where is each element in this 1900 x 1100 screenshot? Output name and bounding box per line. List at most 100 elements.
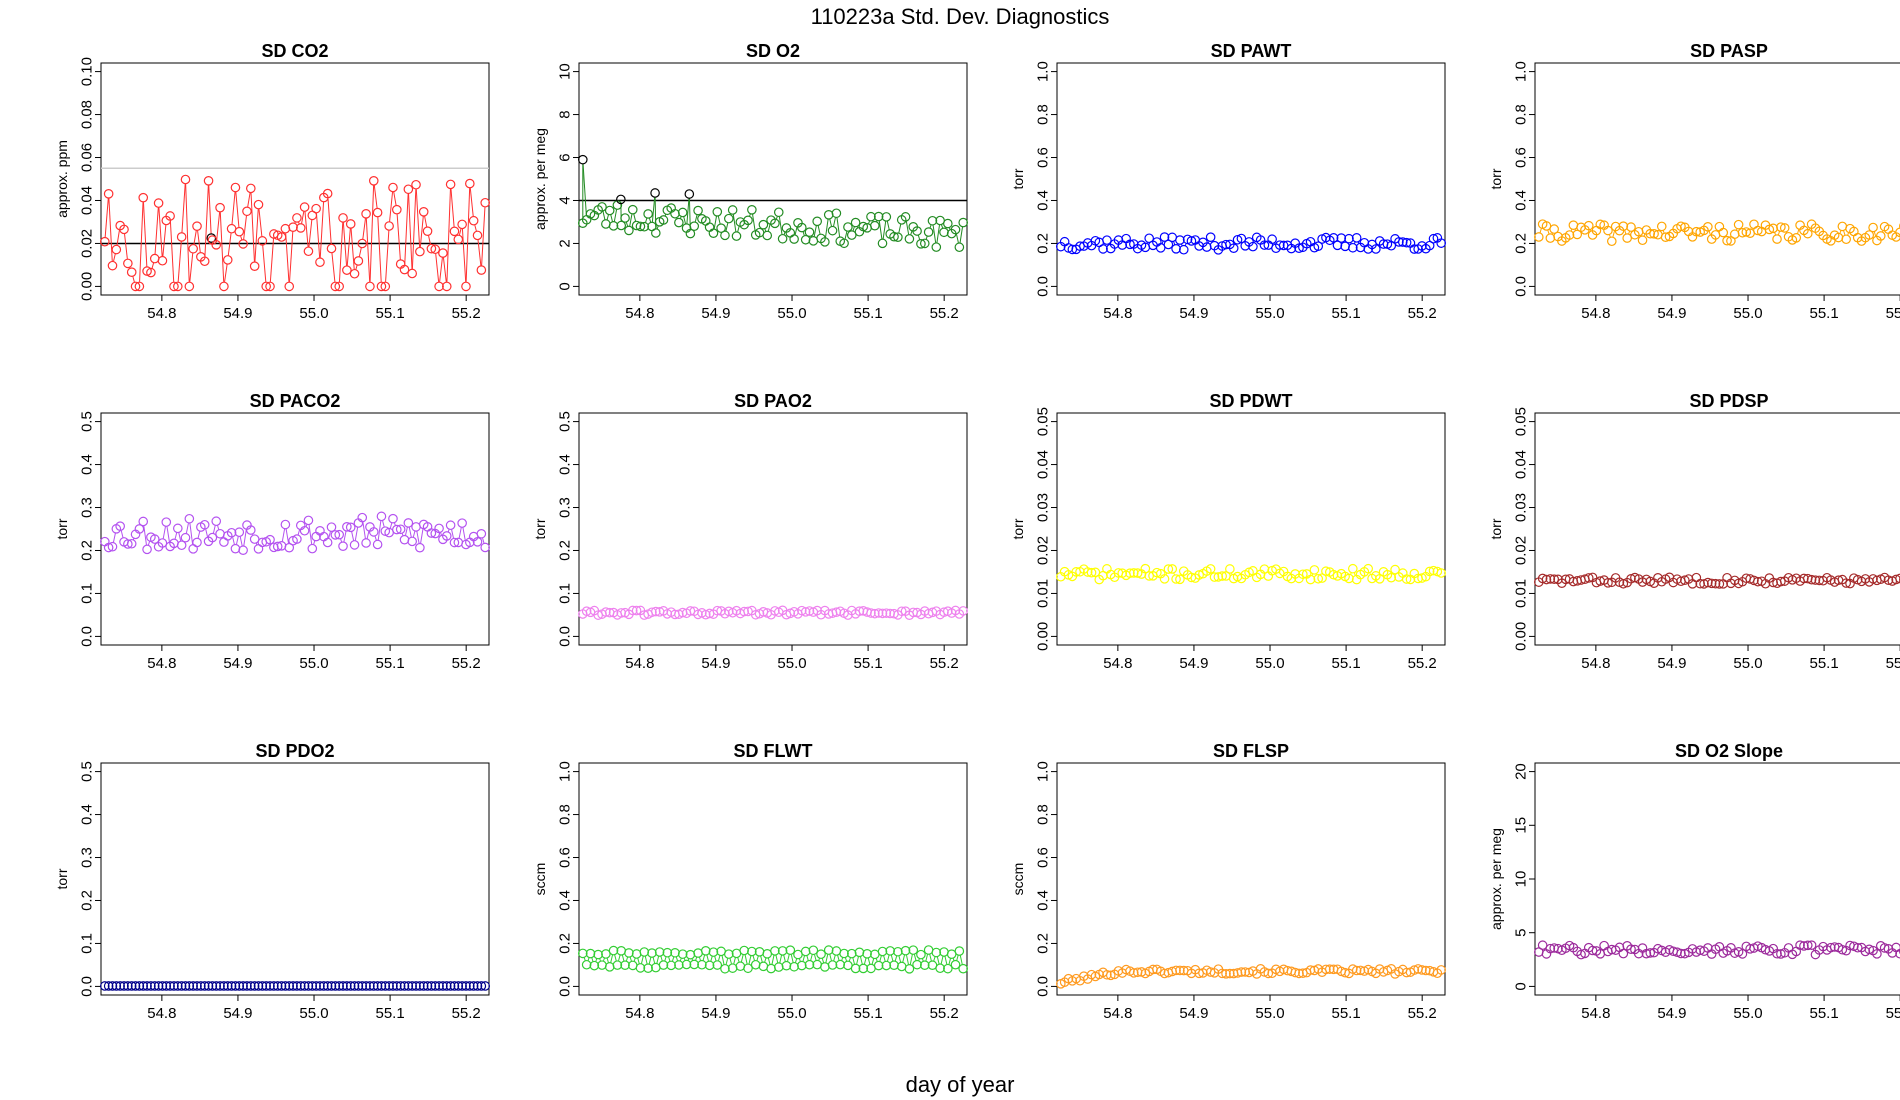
data-point [658,960,669,970]
x-tick-label: 54.8 [1103,305,1132,322]
series-segment [837,955,840,961]
data-point [835,959,846,970]
data-point [1583,573,1594,583]
data-point [295,223,306,233]
data-point [1587,945,1598,956]
y-tick-label: 0.5 [557,411,574,432]
data-point [311,203,321,214]
data-point [762,230,773,241]
data-point [1545,574,1556,584]
series-segment [752,955,755,961]
data-point [1680,575,1690,586]
series-segment [952,958,955,961]
data-point [361,981,371,991]
series-segment [721,955,725,965]
data-point [789,961,799,972]
panel-title: SD PAO2 [734,391,812,411]
data-point [608,945,619,956]
series-segment [297,529,301,535]
data-point [438,248,448,258]
data-point [1837,221,1848,232]
series-segment [308,219,313,247]
data-point [476,981,487,991]
series-segment [1662,230,1665,234]
series-segment [247,192,251,207]
series-segment [351,531,355,541]
data-point [750,959,761,970]
data-point [1397,237,1408,247]
data-point [322,188,333,199]
data-point [773,962,784,972]
panel-sd-flwt: SD FLWT 0.0 0.2 0.4 0.6 0.8 1.0 54.8 54.9 55.0 55.… [532,741,968,1022]
series-segment [710,956,713,962]
data-point [130,281,141,292]
data-point [1568,220,1579,230]
data-point [931,242,942,252]
data-point [1599,940,1609,951]
data-point [322,981,333,991]
series-segment [629,214,633,227]
y-tick-label: 0.1 [79,933,96,954]
x-axis-label: day of year [906,1072,1015,1097]
data-point [1583,220,1594,231]
data-point [850,963,861,974]
x-tick-label: 55.1 [1331,305,1360,322]
y-tick-label: 0 [1513,982,1530,990]
data-point [770,218,780,229]
data-point [843,222,853,232]
data-point [468,981,479,991]
series-segment [232,537,235,545]
data-point [700,609,711,620]
x-tick-label: 55.2 [930,655,959,672]
data-point [380,981,391,991]
data-point [480,542,490,553]
series-segment [474,224,477,232]
series-segment [787,954,790,962]
y-tick-label: 0.4 [1035,890,1052,911]
data-point [449,537,460,548]
series-segment [142,202,148,267]
data-point [1090,567,1101,578]
series-segment [651,197,656,223]
series-segment [910,230,913,235]
x-tick-label: 54.9 [701,305,730,322]
data-point [1175,965,1185,976]
data-point [1340,967,1350,978]
data-point [627,204,638,215]
data-point [1401,237,1412,248]
data-point [885,946,895,956]
series-segment [250,192,255,262]
series-segment [929,954,932,961]
series-segment [185,523,189,534]
series-segment [254,209,259,262]
series-segment [694,214,698,222]
data-point [441,531,452,541]
data-point [896,606,907,617]
y-tick-label: 0.06 [79,143,96,172]
y-tick-label: 0 [557,282,574,290]
data-point [631,949,642,959]
series-segment [959,955,963,965]
series-segment [706,955,709,962]
y-tick-label: 0.00 [1035,622,1052,651]
data-point [704,222,715,232]
data-point [449,981,460,991]
series-segment [394,522,396,526]
data-point [708,228,719,238]
y-axis-label: sccm [532,863,548,896]
panel-sd-flsp: SD FLSP 0.0 0.2 0.4 0.6 0.8 1.0 54.8 54.9 55.0 55.… [1010,741,1446,1022]
data-point [881,608,892,618]
data-point [800,234,811,245]
series-segment [462,527,466,541]
series-segment [197,230,201,253]
series-segment [1609,234,1611,238]
series-segment [235,536,239,545]
data-point [716,223,726,233]
series-segment [1643,234,1646,237]
series-segment [868,220,870,224]
data-point [134,524,145,534]
data-point [958,217,968,228]
data-point [422,981,433,991]
series-segment [806,955,809,961]
series-segment [740,954,744,962]
